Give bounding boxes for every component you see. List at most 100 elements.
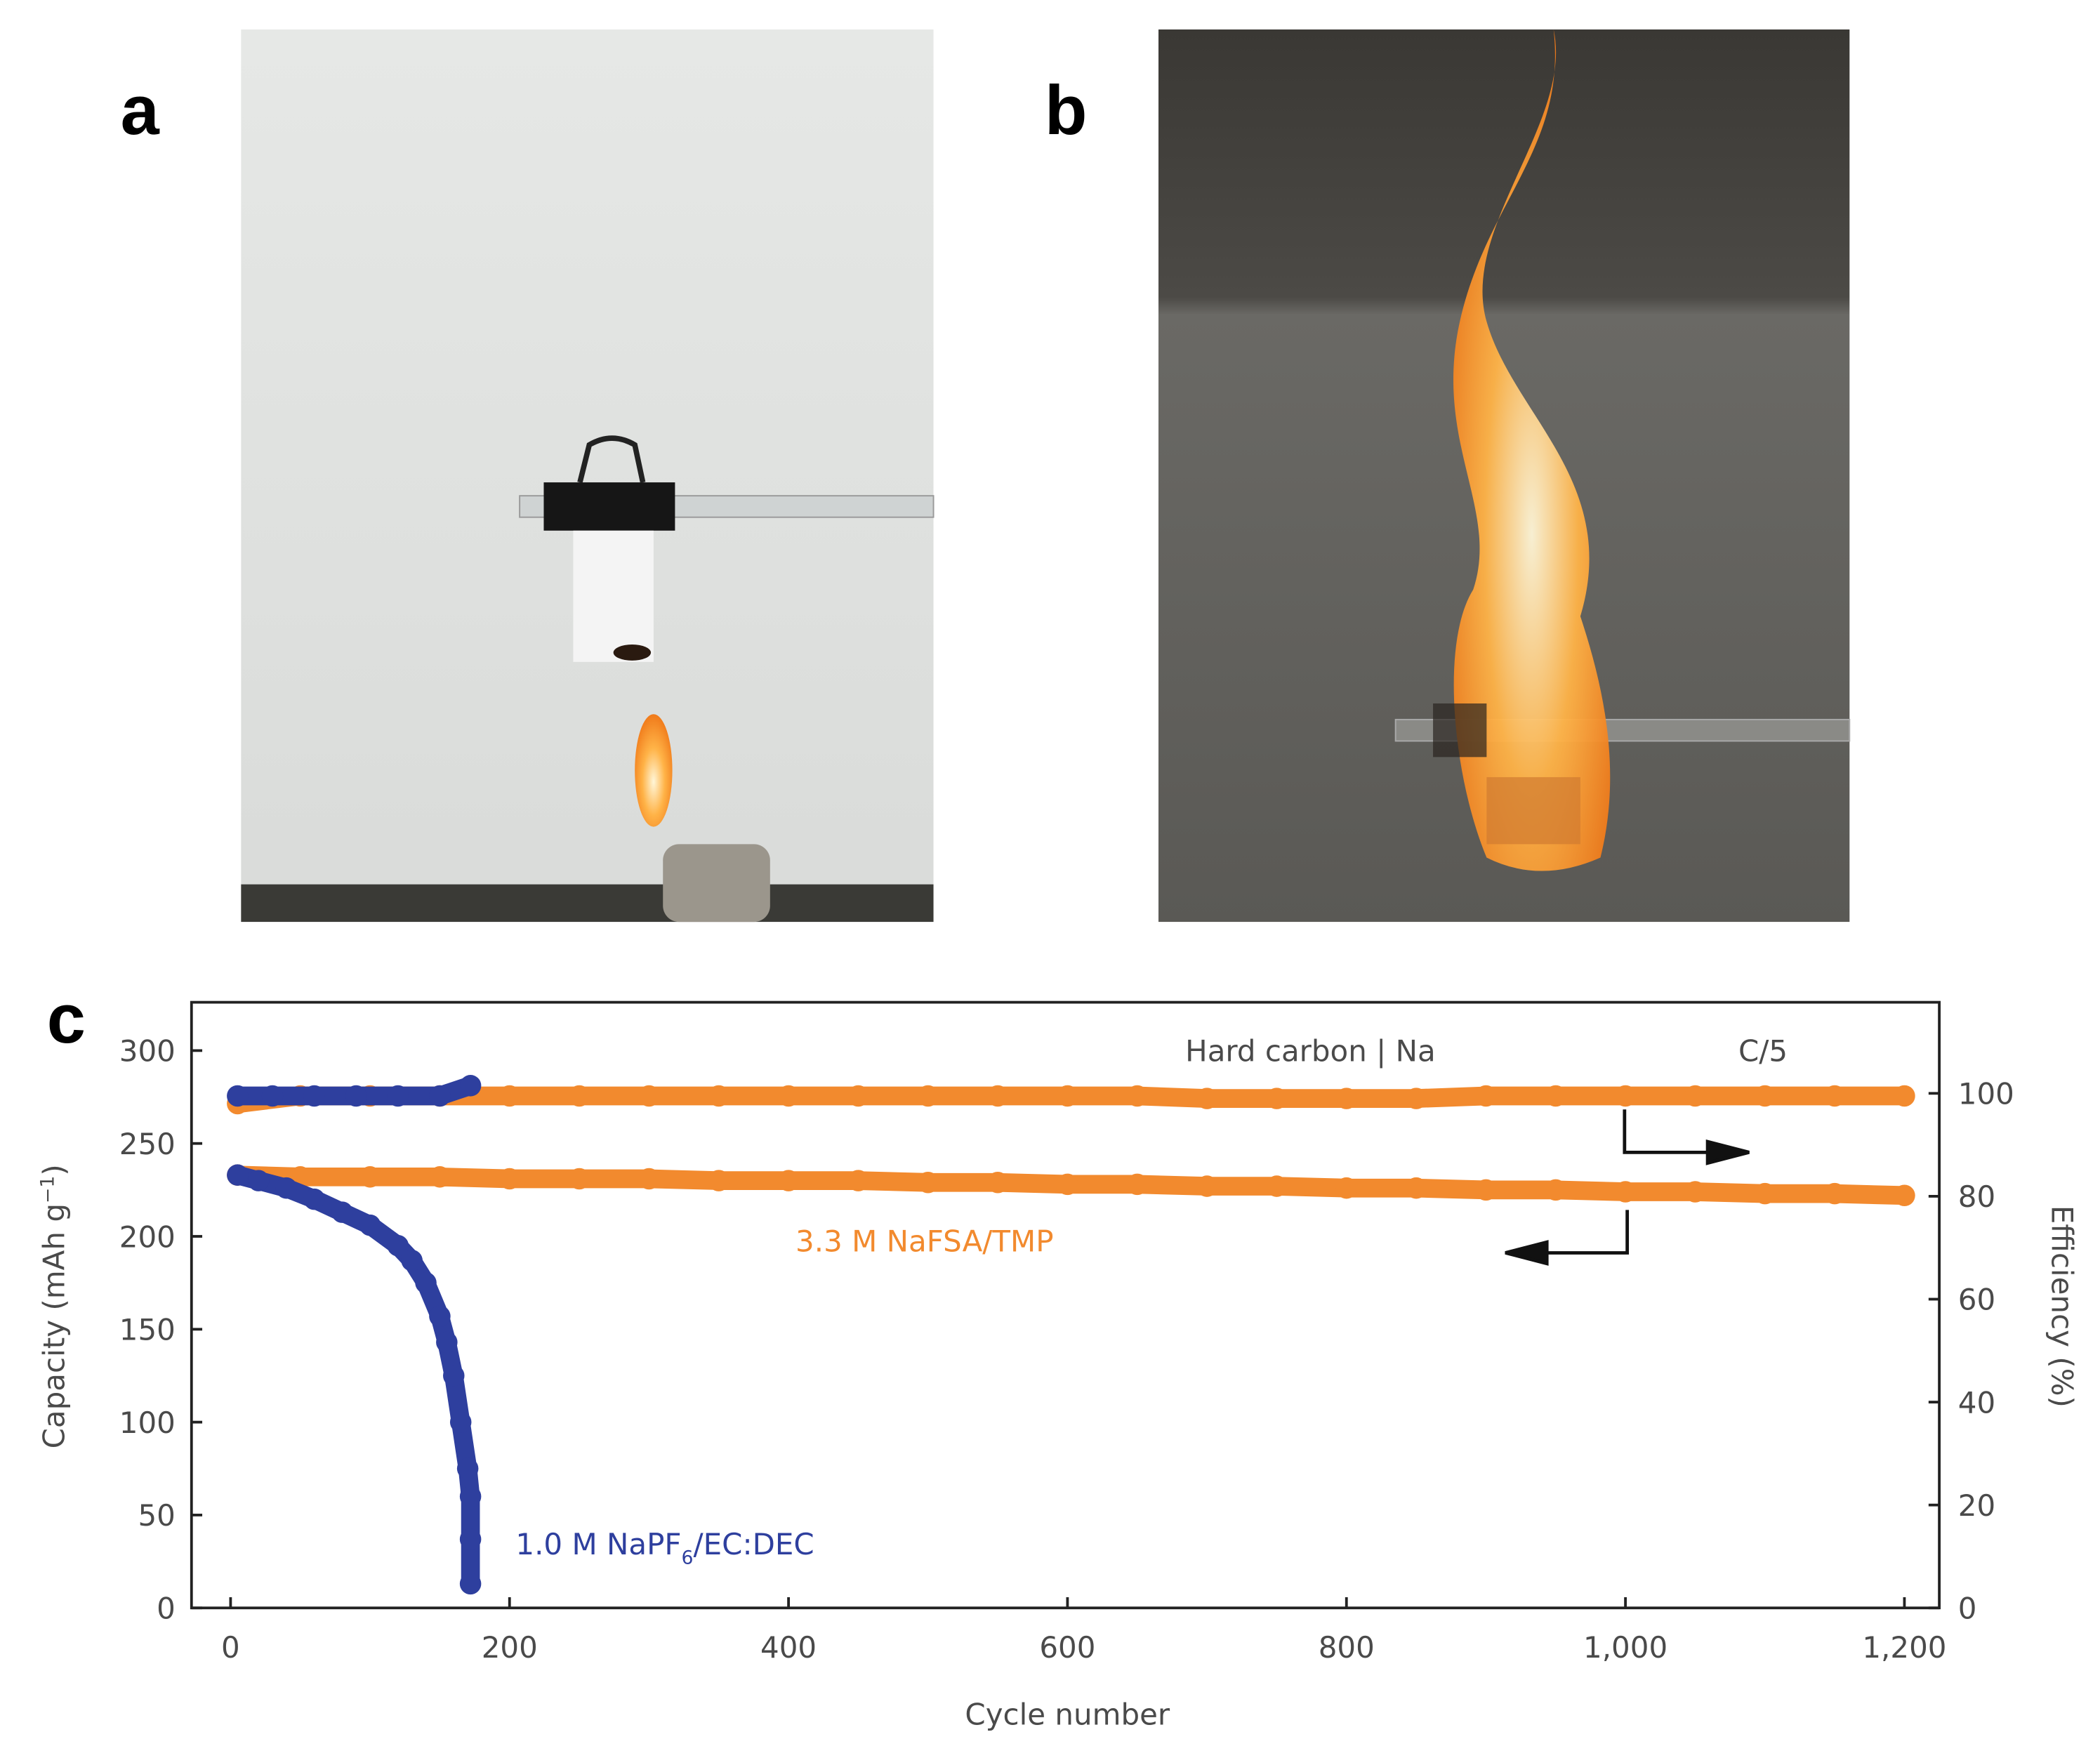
data-point (708, 1170, 730, 1191)
data-point (917, 1171, 939, 1194)
data-point (986, 1171, 1009, 1194)
x-tick-label: 200 (482, 1630, 538, 1665)
data-point (227, 1164, 249, 1186)
data-point (387, 1085, 409, 1107)
data-point (429, 1166, 451, 1188)
data-point (1266, 1088, 1288, 1109)
photo-b (1158, 29, 1851, 923)
data-point (1684, 1085, 1706, 1107)
y-tick-label: 250 (119, 1127, 176, 1161)
data-point (459, 1528, 482, 1550)
y-axis-label: Capacity (mAh g−1) (37, 1164, 71, 1448)
data-point (1754, 1182, 1776, 1205)
data-point (1894, 1184, 1915, 1207)
annotation-part: 1.0 M NaPF (515, 1527, 681, 1561)
data-point (1545, 1085, 1567, 1107)
data-point (708, 1085, 730, 1107)
x-tick-label: 800 (1319, 1630, 1375, 1665)
data-point (1475, 1179, 1497, 1201)
y-axis-label-part: Capacity (mAh g (37, 1203, 72, 1448)
data-point (1405, 1088, 1427, 1109)
y2-tick-label: 60 (1958, 1283, 1995, 1317)
data-point (1894, 1085, 1915, 1107)
y2-tick-label: 80 (1958, 1179, 1995, 1214)
y-tick-label: 150 (119, 1313, 176, 1347)
data-point (331, 1201, 353, 1223)
data-point (359, 1214, 381, 1236)
annotation: 3.3 M NaFSA/TMP (795, 1224, 1053, 1259)
data-point (387, 1234, 409, 1257)
annotation-part: /EC:DEC (694, 1527, 814, 1561)
data-point (1057, 1085, 1078, 1107)
data-point (456, 1458, 479, 1480)
y-tick-label: 300 (119, 1034, 176, 1069)
data-point (443, 1365, 465, 1387)
plot-frame (190, 1000, 1941, 1610)
panel-label: b (1045, 72, 1088, 150)
y2-tick-label: 20 (1958, 1488, 1995, 1523)
plot-area: 0 200 400 600 800 1,000 1,20005010015020025030… (119, 1034, 2014, 1665)
data-point (459, 1486, 482, 1507)
series-band (227, 1165, 480, 1594)
annotation: C/5 (1738, 1034, 1788, 1069)
annotation: Hard carbon | Na (1185, 1034, 1436, 1069)
data-point (568, 1085, 590, 1107)
y2-axis-label: Efficiency (%) (2045, 1205, 2079, 1408)
data-point (638, 1085, 660, 1107)
data-point (847, 1170, 869, 1191)
data-point (1614, 1085, 1637, 1107)
data-point (275, 1177, 298, 1199)
data-point (847, 1085, 869, 1107)
data-point (777, 1170, 800, 1191)
data-point (359, 1166, 381, 1188)
y-tick-label: 0 (157, 1592, 176, 1626)
y-tick-label: 50 (138, 1498, 175, 1533)
y2-tick-label: 100 (1958, 1077, 2014, 1111)
y2-tick-label: 40 (1958, 1385, 1995, 1420)
data-point (1196, 1088, 1218, 1109)
data-point (1266, 1175, 1288, 1197)
y-tick-label: 100 (119, 1406, 176, 1440)
panel-label: a (121, 72, 160, 150)
y-axis-label-part: −1 (37, 1176, 58, 1203)
data-point (459, 1573, 482, 1595)
y-tick-label: 200 (119, 1220, 176, 1254)
data-point (568, 1168, 590, 1190)
x-axis-label: Cycle number (965, 1697, 1170, 1731)
data-point (917, 1085, 939, 1107)
data-point (1614, 1181, 1637, 1203)
data-point (247, 1170, 270, 1191)
data-point (261, 1085, 284, 1107)
x-tick-label: 1,000 (1583, 1630, 1668, 1665)
data-point (1126, 1173, 1149, 1196)
data-point (1057, 1173, 1078, 1196)
x-tick-label: 0 (221, 1630, 240, 1665)
axis-arrows (1505, 1109, 1750, 1266)
panel-label: c (47, 980, 86, 1058)
data-point (1545, 1179, 1567, 1201)
data-point (1684, 1181, 1706, 1203)
data-point (498, 1168, 521, 1190)
data-point (415, 1271, 437, 1294)
annotation: 1.0 M NaPF6/EC:DEC (515, 1527, 814, 1568)
data-point (1126, 1085, 1149, 1107)
data-point (436, 1331, 458, 1354)
data-point (638, 1168, 660, 1190)
data-point (401, 1250, 423, 1271)
y2-tick-label: 0 (1958, 1592, 1977, 1626)
y-axis-label-part: ) (37, 1164, 72, 1175)
annotation-part: 6 (682, 1547, 694, 1568)
data-point (1823, 1085, 1846, 1107)
data-point (1335, 1088, 1358, 1109)
data-point (345, 1085, 367, 1107)
data-point (303, 1085, 325, 1107)
data-point (1823, 1182, 1846, 1205)
data-point (429, 1085, 451, 1107)
data-point (777, 1085, 800, 1107)
data-point (1405, 1177, 1427, 1199)
data-point (459, 1075, 482, 1097)
data-point (429, 1305, 451, 1328)
data-point (1335, 1177, 1358, 1199)
